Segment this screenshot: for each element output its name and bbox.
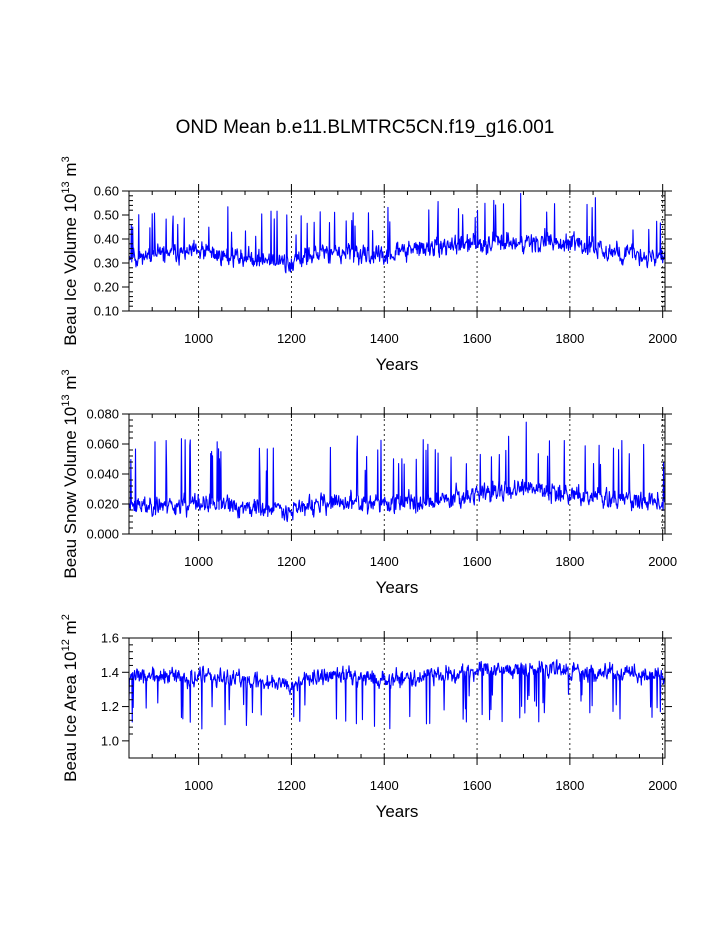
y-tick-label: 1.2 (101, 699, 119, 714)
grid-lines (198, 638, 664, 758)
panel-ice-area: 1.0 1.2 1.4 1.6 1000 1200 1400 1600 1800 2000 Ye… (60, 614, 677, 821)
y-axis-label-prefix: Beau Ice Area 10 (61, 651, 80, 781)
y-tick-label: 1.6 (101, 631, 119, 646)
y-tick-label: 1.4 (101, 665, 119, 680)
panel-snow-volume: 0.000 0.020 0.040 0.060 0.080 1000 1200 1400 16… (60, 369, 677, 597)
x-tick-label: 1600 (463, 331, 492, 346)
y-axis-label-unit: m (61, 162, 80, 176)
x-tick-label: 1600 (463, 778, 492, 793)
x-axis: 1000 1200 1400 1600 1800 2000 (128, 407, 677, 569)
y-axis-label: Beau Snow Volume 1013 m3 (60, 369, 80, 578)
x-axis-label: Years (376, 355, 419, 374)
plot-frame (128, 190, 666, 312)
y-axis: 0.10 0.20 0.30 0.40 0.50 0.60 (94, 184, 672, 319)
series-line (128, 659, 666, 730)
x-tick-label: 1000 (184, 778, 213, 793)
y-axis-label-unit-exponent: 3 (60, 156, 72, 162)
y-axis-label-unit-exponent: 2 (60, 614, 72, 620)
y-axis-label: Beau Ice Volume 1013 m3 (60, 156, 80, 345)
x-tick-label: 2000 (648, 554, 677, 569)
y-tick-label: 0.60 (94, 184, 119, 199)
y-tick-label: 0.080 (86, 407, 119, 422)
y-tick-label: 0.30 (94, 256, 119, 271)
y-axis-label-exponent: 13 (60, 394, 72, 406)
y-axis-label-exponent: 13 (60, 181, 72, 193)
series-line (128, 421, 666, 523)
plot-frame (128, 637, 666, 759)
panel-ice-volume: 0.10 0.20 0.30 0.40 0.50 0.60 1000 1200 1400 160… (60, 156, 677, 374)
x-tick-label: 1000 (184, 331, 213, 346)
x-tick-label: 1400 (370, 554, 399, 569)
x-tick-label: 1800 (555, 554, 584, 569)
x-tick-label: 1200 (277, 778, 306, 793)
series-line (128, 192, 666, 274)
y-tick-label: 0.000 (86, 527, 119, 542)
x-axis-label: Years (376, 802, 419, 821)
y-tick-label: 0.020 (86, 497, 119, 512)
figure-title: OND Mean b.e11.BLMTRC5CN.f19_g16.001 (176, 117, 555, 138)
x-tick-label: 1200 (277, 554, 306, 569)
x-tick-label: 2000 (648, 778, 677, 793)
y-tick-label: 0.040 (86, 467, 119, 482)
x-tick-label: 1200 (277, 331, 306, 346)
x-tick-label: 1000 (184, 554, 213, 569)
y-axis-label-unit: m (61, 375, 80, 389)
x-tick-label: 1800 (555, 331, 584, 346)
y-axis-label: Beau Ice Area 1012 m2 (60, 614, 80, 782)
y-tick-label: 0.20 (94, 280, 119, 295)
x-axis: 1000 1200 1400 1600 1800 2000 (128, 184, 677, 346)
y-axis: 0.000 0.020 0.040 0.060 0.080 (86, 407, 672, 542)
y-axis-label-unit-exponent: 3 (60, 369, 72, 375)
x-tick-label: 1600 (463, 554, 492, 569)
x-tick-label: 1400 (370, 778, 399, 793)
y-axis-label-prefix: Beau Snow Volume 10 (61, 407, 80, 579)
y-axis-label-prefix: Beau Ice Volume 10 (61, 194, 80, 346)
x-tick-label: 2000 (648, 331, 677, 346)
y-tick-label: 1.0 (101, 733, 119, 748)
x-axis: 1000 1200 1400 1600 1800 2000 (128, 631, 677, 793)
y-tick-label: 0.40 (94, 232, 119, 247)
x-tick-label: 1400 (370, 331, 399, 346)
x-tick-label: 1800 (555, 778, 584, 793)
y-axis-label-unit: m (61, 620, 80, 634)
x-axis-label: Years (376, 578, 419, 597)
y-axis: 1.0 1.2 1.4 1.6 (101, 631, 672, 748)
y-tick-label: 0.060 (86, 437, 119, 452)
y-tick-label: 0.10 (94, 304, 119, 319)
y-axis-label-exponent: 12 (60, 639, 72, 651)
y-tick-label: 0.50 (94, 208, 119, 223)
